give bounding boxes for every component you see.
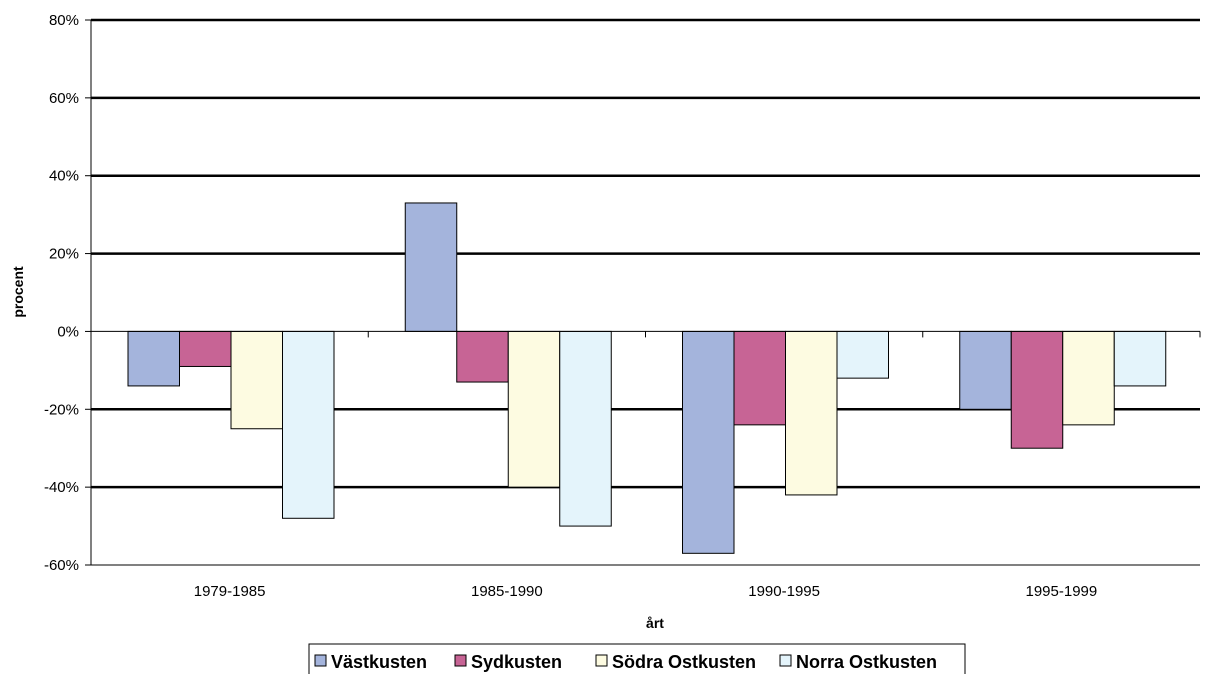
bar [1010, 330, 1064, 449]
legend-box [308, 643, 966, 674]
legend-label: Sydkusten [471, 652, 562, 672]
legend-item: Norra Ostkusten [779, 652, 937, 672]
legend-label: Västkusten [331, 652, 427, 672]
legend-swatch [454, 654, 467, 667]
x-tick-label: 1985-1990 [471, 583, 543, 600]
y-tick-label: -20% [44, 401, 79, 418]
y-tick-label: 80% [49, 12, 79, 29]
bar [682, 330, 735, 554]
bar [785, 330, 838, 496]
legend-swatch [314, 654, 327, 667]
bar [230, 330, 283, 430]
legend-label: Norra Ostkusten [796, 652, 937, 672]
bar [836, 330, 889, 379]
legend-item: Sydkusten [454, 652, 562, 672]
y-axis-title: procent [10, 266, 26, 318]
y-tick-label: -60% [44, 557, 79, 574]
bar [959, 330, 1012, 410]
legend-label: Södra Ostkusten [612, 652, 756, 672]
bar [733, 330, 786, 426]
bar [282, 330, 335, 519]
bar [1062, 330, 1115, 426]
y-tick-label: -40% [44, 479, 79, 496]
bar [507, 330, 561, 488]
x-tick-labels: 1979-1985 1985-1990 1990-1995 1995-1999 [194, 583, 1097, 600]
legend-swatch [779, 654, 792, 667]
axes [85, 19, 1201, 566]
legend-item: Västkusten [314, 652, 427, 672]
legend: Västkusten Sydkusten Södra Ostkusten Norra … [308, 643, 966, 674]
x-tick-label: 1995-1999 [1026, 583, 1098, 600]
y-tick-label: 0% [57, 323, 79, 340]
bar [404, 202, 458, 332]
bar [1113, 330, 1167, 387]
bar [456, 330, 509, 383]
bar [559, 330, 612, 527]
y-tick-label: 20% [49, 246, 79, 263]
legend-swatch [595, 654, 608, 667]
x-tick-label: 1990-1995 [748, 583, 820, 600]
bar [179, 330, 232, 367]
x-tick-label: 1979-1985 [194, 583, 266, 600]
legend-item: Södra Ostkusten [595, 652, 756, 672]
bars [127, 202, 1167, 554]
y-tick-label: 60% [49, 90, 79, 107]
y-tick-label: 40% [49, 168, 79, 185]
bar [127, 330, 180, 387]
y-tick-labels: 80% 60% 40% 20% 0% -20% -40% -60% [44, 12, 79, 574]
x-axis-title: årt [646, 615, 664, 631]
